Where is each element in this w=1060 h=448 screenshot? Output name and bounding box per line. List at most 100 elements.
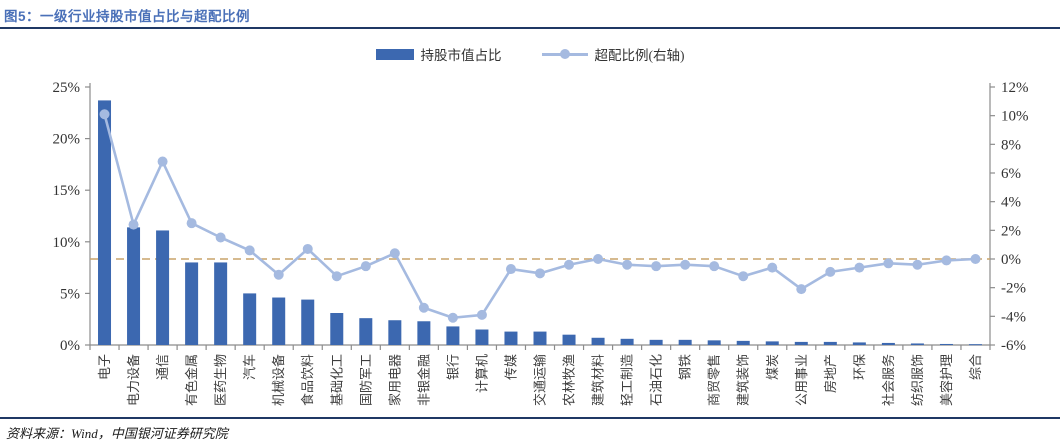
marker-国防军工	[360, 261, 371, 272]
bar-煤炭	[765, 341, 779, 345]
x-label-农林牧渔: 农林牧渔	[562, 354, 577, 406]
overweight-line	[103, 113, 976, 320]
marker-有色金属	[186, 218, 197, 229]
line-marker-dot	[559, 49, 570, 59]
bar-计算机	[475, 329, 489, 345]
svg-text:8%: 8%	[1001, 137, 1021, 153]
marker-美容护理	[941, 255, 952, 266]
x-label-建筑装饰: 建筑装饰	[736, 354, 751, 406]
svg-text:4%: 4%	[1001, 195, 1021, 211]
marker-钢铁	[680, 259, 691, 270]
chart-svg: 0% 5% 10% 15% 20% 25% -6% -4% -2% 0% 2% 4% 6% 8% 10% 12…	[53, 80, 1029, 406]
x-label-商贸零售: 商贸零售	[707, 354, 722, 406]
marker-建筑装饰	[738, 271, 749, 282]
marker-通信	[157, 156, 168, 167]
legend-item-bar-series: 持股市值占比	[375, 44, 502, 64]
x-label-建筑材料: 建筑材料	[591, 354, 606, 406]
marker-综合	[970, 254, 981, 264]
marker-电子	[99, 109, 110, 120]
header-divider	[0, 27, 1060, 29]
line-series-swatch	[541, 49, 588, 59]
svg-text:-4%: -4%	[1001, 309, 1026, 325]
bar-银行	[446, 326, 460, 345]
bar-机械设备	[272, 297, 286, 345]
marker-电力设备	[128, 219, 139, 230]
bar-非银金融	[417, 321, 431, 345]
bar-轻工制造	[620, 338, 634, 345]
bar-series-swatch	[375, 48, 414, 60]
marker-农林牧渔	[564, 259, 575, 270]
svg-text:-6%: -6%	[1001, 338, 1026, 354]
marker-社会服务	[883, 258, 894, 269]
marker-食品饮料	[302, 243, 313, 254]
marker-家用电器	[389, 248, 400, 259]
bar-综合	[968, 344, 982, 346]
bar-房地产	[823, 341, 837, 345]
x-label-计算机: 计算机	[474, 354, 489, 393]
footer-divider	[0, 417, 1060, 419]
bar-食品饮料	[301, 299, 315, 345]
x-label-非银金融: 非银金融	[416, 354, 431, 406]
x-label-有色金属: 有色金属	[184, 354, 199, 406]
marker-煤炭	[767, 262, 778, 273]
marker-石油石化	[651, 261, 662, 272]
x-label-煤炭: 煤炭	[765, 354, 780, 380]
x-label-银行: 银行	[445, 354, 460, 380]
x-label-社会服务: 社会服务	[881, 354, 896, 406]
bar-钢铁	[678, 339, 692, 345]
bar-汽车	[243, 293, 257, 345]
x-label-交通运输: 交通运输	[533, 354, 548, 406]
marker-商贸零售	[709, 261, 720, 272]
marker-建筑材料	[593, 254, 604, 264]
bar-社会服务	[881, 342, 895, 345]
svg-text:10%: 10%	[1001, 109, 1029, 125]
marker-计算机	[476, 309, 487, 320]
svg-text:5%: 5%	[60, 286, 80, 302]
x-label-汽车: 汽车	[242, 354, 257, 380]
svg-text:0%: 0%	[1001, 252, 1021, 268]
bar-农林牧渔	[562, 334, 576, 345]
x-label-传媒: 传媒	[503, 354, 518, 380]
x-label-家用电器: 家用电器	[387, 354, 402, 406]
x-label-石油石化: 石油石化	[649, 354, 664, 406]
x-label-钢铁: 钢铁	[678, 354, 693, 380]
x-label-综合: 综合	[968, 354, 983, 380]
svg-text:2%: 2%	[1001, 223, 1021, 239]
marker-环保	[854, 262, 865, 273]
x-label-食品饮料: 食品饮料	[300, 354, 315, 406]
x-label-电子: 电子	[97, 354, 112, 380]
bar-美容护理	[939, 343, 953, 345]
bar-石油石化	[649, 339, 663, 345]
bar-交通运输	[533, 331, 547, 345]
bar-商贸零售	[707, 340, 721, 345]
marker-房地产	[825, 266, 836, 277]
marker-非银金融	[418, 302, 429, 313]
legend-line-label: 超配比例(右轴)	[594, 48, 685, 63]
bar-电力设备	[127, 227, 141, 345]
chart-legend: 持股市值占比 超配比例(右轴)	[0, 44, 1060, 64]
bar-公用事业	[794, 341, 808, 345]
bar-医药生物	[214, 262, 228, 345]
source-note: 资料来源：Wind，中国银河证券研究院	[6, 426, 228, 441]
x-label-通信: 通信	[155, 354, 170, 380]
marker-基础化工	[331, 271, 342, 282]
marker-医药生物	[215, 232, 226, 243]
legend-item-line-series: 超配比例(右轴)	[541, 44, 685, 64]
x-label-美容护理: 美容护理	[939, 354, 954, 406]
svg-text:0%: 0%	[60, 338, 80, 354]
marker-交通运输	[535, 268, 545, 279]
marker-银行	[447, 312, 458, 323]
svg-text:-2%: -2%	[1001, 281, 1026, 297]
svg-text:10%: 10%	[53, 235, 81, 251]
x-label-轻工制造: 轻工制造	[620, 354, 635, 406]
marker-纺织服饰	[912, 259, 923, 270]
x-label-医药生物: 医药生物	[213, 354, 228, 406]
bar-通信	[156, 230, 170, 345]
marker-轻工制造	[622, 259, 633, 270]
bar-有色金属	[185, 262, 199, 345]
svg-text:20%: 20%	[53, 132, 81, 148]
x-label-房地产: 房地产	[823, 354, 838, 393]
svg-text:25%: 25%	[53, 80, 81, 96]
x-label-机械设备: 机械设备	[271, 354, 286, 406]
bar-国防军工	[359, 318, 373, 345]
